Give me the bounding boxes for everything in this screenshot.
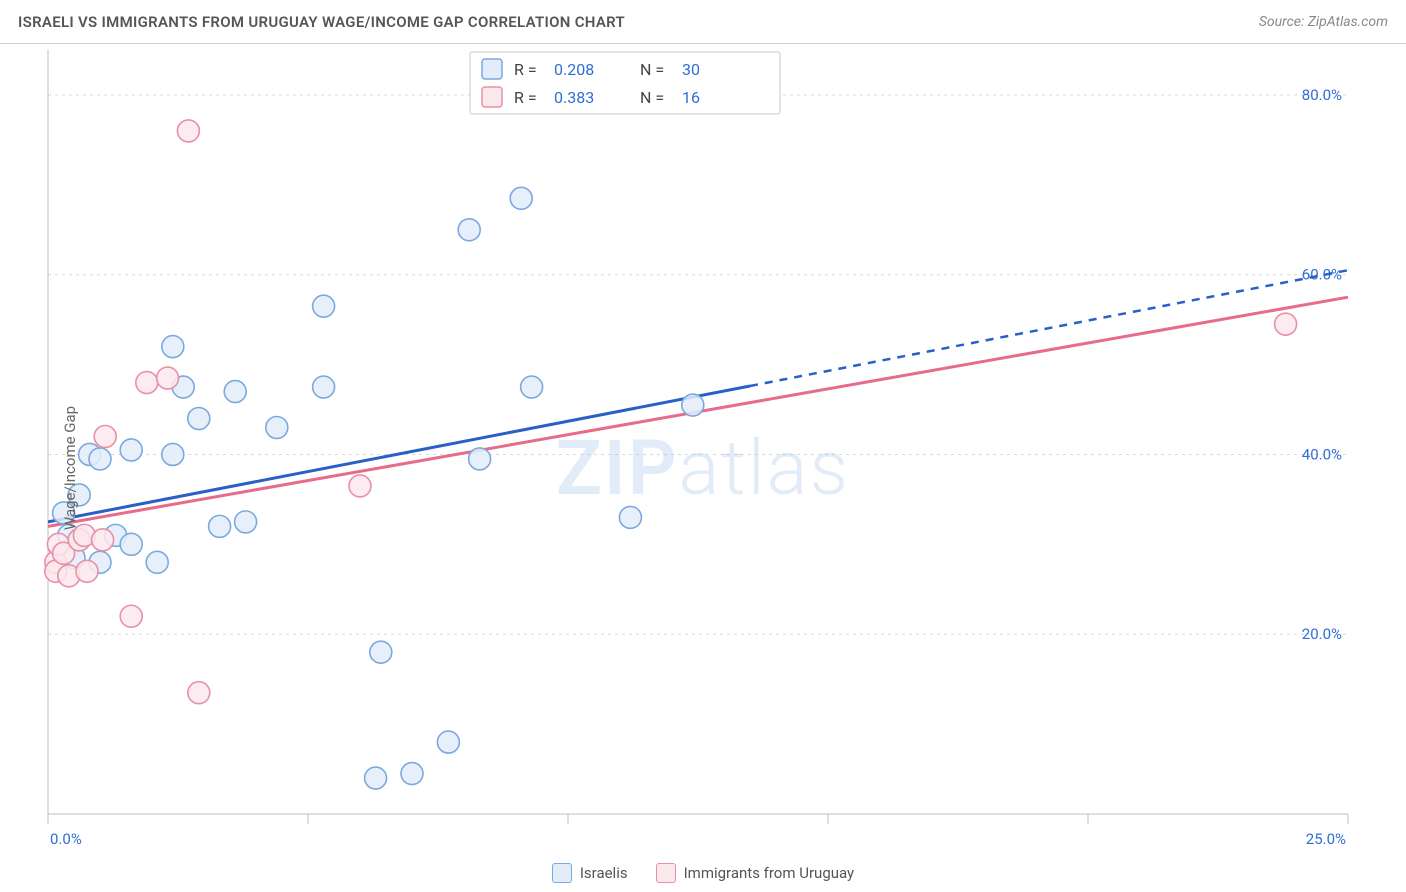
svg-text:25.0%: 25.0% xyxy=(1306,830,1346,848)
svg-text:60.0%: 60.0% xyxy=(1302,266,1342,284)
y-axis-label: Wage/Income Gap xyxy=(61,406,79,530)
legend-label-uruguay: Immigrants from Uruguay xyxy=(684,864,855,882)
scatter-chart: 20.0% 40.0% 60.0% 80.0% 0.0% 25.0% R = 0.208 N =… xyxy=(0,44,1406,854)
svg-text:0.383: 0.383 xyxy=(554,88,594,107)
chart-title: ISRAELI VS IMMIGRANTS FROM URUGUAY WAGE/… xyxy=(18,13,625,31)
legend-swatch-israelis xyxy=(552,863,572,883)
legend-item-israelis: Israelis xyxy=(552,863,628,883)
svg-text:20.0%: 20.0% xyxy=(1302,625,1342,643)
svg-text:16: 16 xyxy=(682,88,700,107)
svg-text:N =: N = xyxy=(640,88,664,107)
svg-text:80.0%: 80.0% xyxy=(1302,86,1342,104)
svg-text:0.208: 0.208 xyxy=(554,60,594,79)
legend-item-uruguay: Immigrants from Uruguay xyxy=(656,863,855,883)
chart-area: Wage/Income Gap ZIPatlas 20.0%40.0%60.0%… xyxy=(0,44,1406,892)
source-label: Source: ZipAtlas.com xyxy=(1259,14,1388,30)
legend-label-israelis: Israelis xyxy=(580,864,628,882)
chart-header: ISRAELI VS IMMIGRANTS FROM URUGUAY WAGE/… xyxy=(0,0,1406,44)
svg-text:R =: R = xyxy=(514,88,537,107)
svg-text:30: 30 xyxy=(682,60,700,79)
bottom-legend: Israelis Immigrants from Uruguay xyxy=(0,854,1406,892)
svg-text:R =: R = xyxy=(514,60,537,79)
legend-swatch-uruguay xyxy=(656,863,676,883)
svg-text:40.0%: 40.0% xyxy=(1302,445,1342,463)
svg-text:N =: N = xyxy=(640,60,664,79)
svg-text:0.0%: 0.0% xyxy=(50,830,82,848)
